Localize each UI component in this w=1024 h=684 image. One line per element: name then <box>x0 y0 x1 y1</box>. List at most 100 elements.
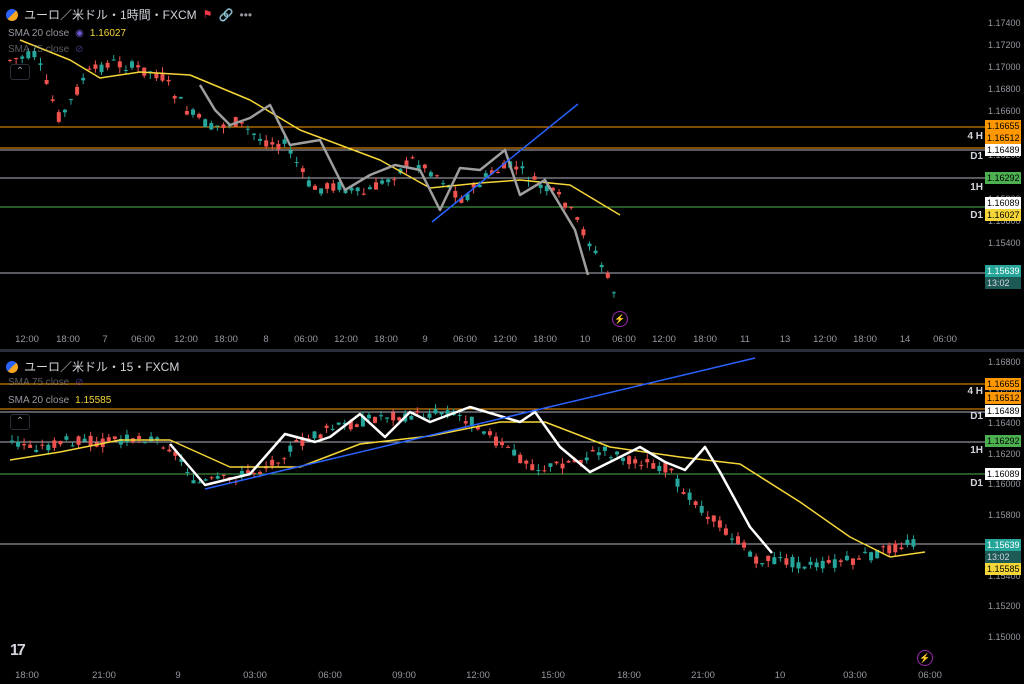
candle[interactable] <box>185 471 190 473</box>
candle[interactable] <box>605 273 610 278</box>
candle[interactable] <box>814 562 819 568</box>
candle[interactable] <box>203 479 208 481</box>
candle[interactable] <box>433 408 438 414</box>
candle[interactable] <box>75 86 80 95</box>
chart-canvas-15m[interactable] <box>0 352 1024 684</box>
candle[interactable] <box>669 468 674 471</box>
candle[interactable] <box>391 412 396 421</box>
candle[interactable] <box>313 185 317 190</box>
collapse-icon[interactable]: ⌃ <box>10 414 30 430</box>
candle[interactable] <box>808 561 813 565</box>
candle[interactable] <box>844 555 849 561</box>
candle[interactable] <box>14 58 19 60</box>
candle[interactable] <box>494 436 498 446</box>
candle[interactable] <box>46 444 51 451</box>
candle[interactable] <box>179 458 184 462</box>
candle[interactable] <box>118 438 123 445</box>
candle[interactable] <box>887 545 892 554</box>
candle[interactable] <box>857 558 861 560</box>
candle[interactable] <box>542 470 547 472</box>
candle[interactable] <box>136 65 141 68</box>
candle[interactable] <box>415 410 420 413</box>
candle[interactable] <box>105 62 110 68</box>
candle[interactable] <box>404 160 409 168</box>
candle[interactable] <box>380 180 385 184</box>
candle[interactable] <box>615 451 619 455</box>
candle[interactable] <box>239 470 244 477</box>
candle[interactable] <box>705 516 710 520</box>
candle[interactable] <box>209 123 214 130</box>
candle[interactable] <box>729 538 734 540</box>
candle[interactable] <box>374 182 378 190</box>
candle[interactable] <box>397 417 402 421</box>
candle[interactable] <box>465 193 470 201</box>
candle[interactable] <box>252 472 256 474</box>
candle[interactable] <box>687 492 692 500</box>
candle[interactable] <box>361 193 366 195</box>
candle[interactable] <box>717 520 722 528</box>
candle[interactable] <box>459 197 464 203</box>
candle[interactable] <box>832 559 837 568</box>
candle[interactable] <box>123 69 128 71</box>
candle[interactable] <box>557 191 561 195</box>
candle[interactable] <box>330 428 335 430</box>
candle[interactable] <box>645 459 650 463</box>
candle[interactable] <box>587 243 592 247</box>
candle[interactable] <box>599 264 604 268</box>
candle[interactable] <box>569 207 574 209</box>
candle[interactable] <box>899 547 904 550</box>
candle[interactable] <box>258 138 263 141</box>
candle[interactable] <box>563 202 568 208</box>
candle[interactable] <box>475 426 480 430</box>
settings-icon[interactable]: ◉ <box>75 28 84 39</box>
candle[interactable] <box>64 436 69 440</box>
candle[interactable] <box>143 442 148 444</box>
candle[interactable] <box>82 438 87 442</box>
candle[interactable] <box>294 162 299 164</box>
candle[interactable] <box>342 422 347 425</box>
candle[interactable] <box>453 190 458 198</box>
candle[interactable] <box>445 410 450 417</box>
candle[interactable] <box>538 184 543 188</box>
candle[interactable] <box>748 551 753 557</box>
candle[interactable] <box>10 440 14 442</box>
indicator-sma20[interactable]: SMA 20 close 1.15585 <box>8 395 111 406</box>
candle[interactable] <box>506 446 511 448</box>
candle[interactable] <box>172 96 177 99</box>
candle[interactable] <box>790 556 795 568</box>
candle[interactable] <box>50 99 55 101</box>
flag-icon[interactable]: ⚑ <box>202 9 213 21</box>
candle[interactable] <box>435 175 439 177</box>
candle[interactable] <box>471 184 476 188</box>
candle[interactable] <box>483 173 488 177</box>
candle[interactable] <box>137 435 142 440</box>
candle[interactable] <box>766 555 771 562</box>
candle[interactable] <box>850 558 855 565</box>
candle[interactable] <box>826 559 831 563</box>
candle[interactable] <box>154 73 159 79</box>
candle[interactable] <box>155 437 160 440</box>
candle[interactable] <box>34 449 39 452</box>
candle[interactable] <box>111 59 116 61</box>
candle[interactable] <box>439 412 444 415</box>
candle[interactable] <box>489 170 494 174</box>
candle[interactable] <box>428 172 433 177</box>
symbol-header-1h[interactable]: ユーロ／米ドル・1時間・FXCM ⚑ 🔗 ••• <box>6 6 252 23</box>
candle[interactable] <box>270 459 275 466</box>
candle[interactable] <box>20 56 25 59</box>
candle[interactable] <box>869 552 874 561</box>
candle[interactable] <box>215 125 220 127</box>
candle[interactable] <box>784 558 789 565</box>
candle[interactable] <box>117 61 122 68</box>
candle[interactable] <box>796 562 801 569</box>
candle[interactable] <box>306 438 311 440</box>
candle[interactable] <box>288 445 293 452</box>
candle[interactable] <box>215 475 220 479</box>
candle[interactable] <box>578 459 583 464</box>
candle[interactable] <box>554 461 559 464</box>
candle[interactable] <box>197 482 202 484</box>
candle[interactable] <box>88 435 93 447</box>
candle[interactable] <box>62 109 67 113</box>
candle[interactable] <box>639 465 644 467</box>
chart-canvas-1h[interactable] <box>0 0 1024 350</box>
